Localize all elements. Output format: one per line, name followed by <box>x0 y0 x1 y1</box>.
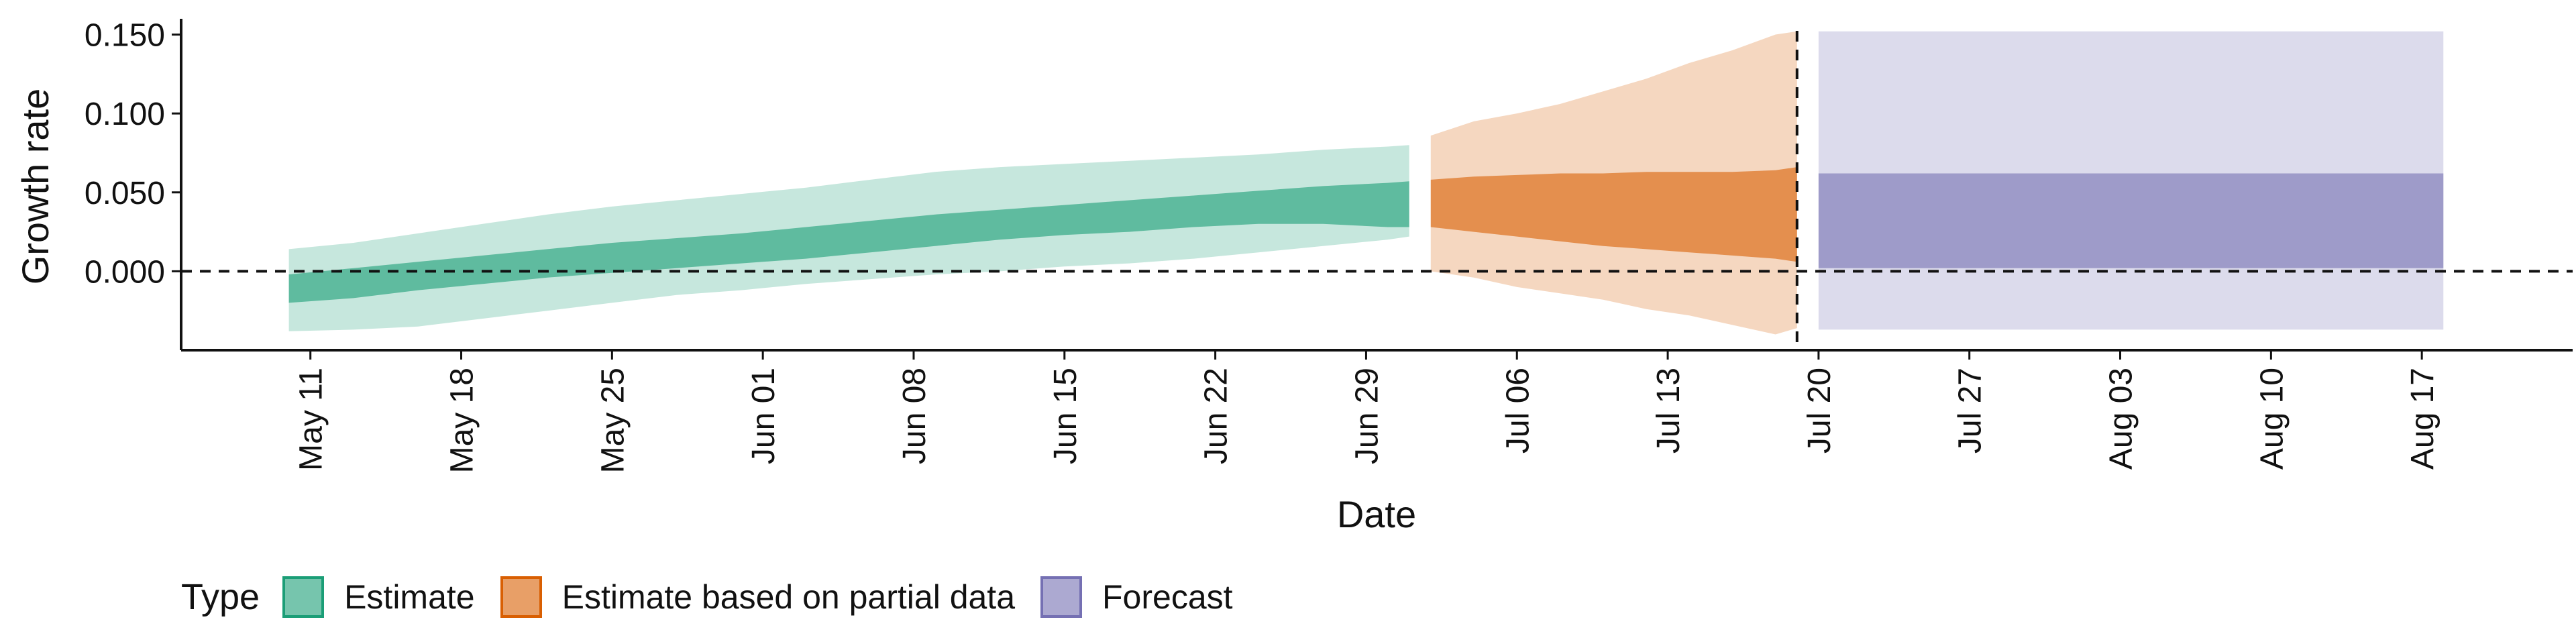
y-axis-label: Growth rate <box>14 89 56 285</box>
band-50-series-2 <box>1818 173 2444 268</box>
reference-lines <box>181 31 2573 350</box>
x-tick-label: May 11 <box>294 368 329 471</box>
legend-label: Estimate based on partial data <box>561 578 1016 616</box>
x-tick-label: Jun 22 <box>1199 368 1234 464</box>
y-tick-label: 0.100 <box>85 97 165 132</box>
x-tick-label: May 25 <box>595 368 631 473</box>
legend-swatch-estimate <box>282 576 325 618</box>
y-tick-label: 0.150 <box>85 18 165 54</box>
x-tick-label: Jun 29 <box>1349 368 1385 464</box>
y-tick-label: 0.000 <box>85 254 165 290</box>
y-tick-label: 0.050 <box>85 176 165 211</box>
x-tick-label: Jun 15 <box>1048 368 1083 464</box>
x-tick-label: Aug 03 <box>2104 368 2139 470</box>
legend-item-partial: Estimate based on partial data <box>500 576 1015 618</box>
x-tick-label: Jun 08 <box>897 368 932 464</box>
x-tick-label: Aug 17 <box>2405 368 2440 470</box>
bands-layer <box>288 31 2444 335</box>
legend-label: Forecast <box>1102 578 1233 616</box>
x-axis-label: Date <box>1337 493 1416 535</box>
legend-swatch-forecast <box>1040 576 1083 618</box>
legend-item-forecast: Forecast <box>1040 576 1233 618</box>
x-tick-label: Jul 06 <box>1500 368 1536 453</box>
band-50-series-1 <box>1430 167 1797 262</box>
x-tick-label: Jun 01 <box>746 368 782 464</box>
x-tick-label: May 18 <box>445 368 480 473</box>
legend-title: Type <box>181 577 260 617</box>
legend-label: Estimate <box>344 578 475 616</box>
legend: Type Estimate Estimate based on partial … <box>181 576 1258 618</box>
x-tick-label: Jul 13 <box>1651 368 1686 453</box>
x-tick-label: Jul 20 <box>1802 368 1837 453</box>
x-tick-label: Jul 27 <box>1953 368 1988 453</box>
x-tick-label: Aug 10 <box>2254 368 2290 470</box>
axes-layer: 0.000 0.050 0.100 0.150 May 11 May 18 May 25 Ju… <box>85 18 2573 473</box>
band-50-series-0 <box>288 181 1409 303</box>
legend-swatch-partial <box>500 576 542 618</box>
legend-item-estimate: Estimate <box>282 576 475 618</box>
